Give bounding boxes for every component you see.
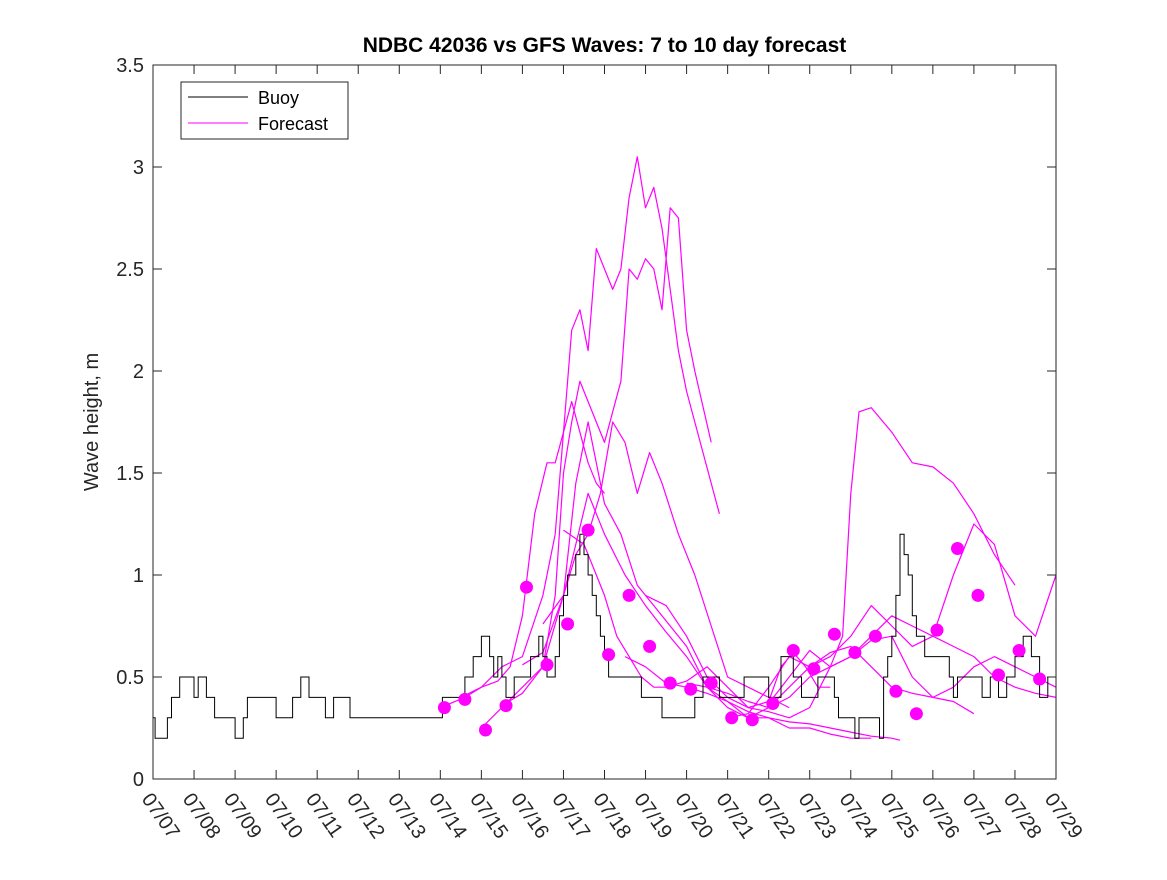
legend-box bbox=[180, 81, 349, 140]
y-tick-label: 1 bbox=[133, 565, 144, 587]
forecast-marker bbox=[602, 648, 616, 662]
forecast-series-line bbox=[460, 156, 720, 698]
y-tick-label: 1.5 bbox=[116, 463, 144, 485]
forecast-marker bbox=[951, 542, 964, 555]
legend: Buoy Forecast bbox=[180, 81, 349, 140]
forecast-marker bbox=[1012, 644, 1026, 657]
marker-layer bbox=[437, 523, 1047, 737]
forecast-series-line bbox=[768, 635, 1057, 704]
forecast-marker bbox=[520, 580, 533, 594]
forecast-marker bbox=[909, 707, 923, 721]
forecast-marker bbox=[889, 684, 903, 698]
forecast-marker bbox=[848, 646, 862, 659]
forecast-marker bbox=[622, 588, 636, 602]
forecast-marker bbox=[643, 639, 657, 653]
forecast-marker bbox=[786, 644, 800, 657]
forecast-marker bbox=[581, 523, 595, 537]
forecast-marker bbox=[437, 701, 451, 715]
forecast-marker bbox=[663, 676, 677, 690]
forecast-series-line bbox=[440, 401, 605, 709]
y-tick-label: 3 bbox=[133, 157, 144, 179]
forecast-marker bbox=[725, 711, 739, 725]
y-tick-label: 3.5 bbox=[116, 55, 144, 77]
forecast-marker bbox=[868, 629, 882, 643]
forecast-marker bbox=[1033, 672, 1047, 686]
y-tick-label: 2 bbox=[133, 361, 144, 383]
forecast-marker bbox=[458, 692, 472, 706]
y-axis-label: Wave height, m bbox=[81, 353, 103, 491]
forecast-marker bbox=[499, 699, 513, 713]
forecast-marker bbox=[827, 627, 841, 641]
y-tick-label: 0 bbox=[133, 769, 144, 791]
y-tick-label: 2.5 bbox=[116, 259, 144, 281]
forecast-marker bbox=[479, 723, 492, 737]
forecast-marker bbox=[766, 697, 780, 710]
legend-label-buoy: Buoy bbox=[258, 88, 299, 108]
plot-area bbox=[153, 65, 1056, 779]
legend-label-forecast: Forecast bbox=[258, 114, 328, 134]
chart-title: NDBC 42036 vs GFS Waves: 7 to 10 day for… bbox=[363, 34, 847, 57]
forecast-marker bbox=[992, 668, 1005, 682]
buoy-line bbox=[153, 533, 1056, 739]
forecast-marker bbox=[971, 588, 985, 602]
forecast-marker bbox=[561, 617, 575, 631]
forecast-marker bbox=[930, 623, 944, 637]
forecast-series-line bbox=[542, 492, 901, 741]
forecast-series-line bbox=[727, 523, 1057, 719]
forecast-series-line bbox=[480, 207, 712, 729]
y-tick-label: 0.5 bbox=[116, 667, 144, 689]
forecast-marker bbox=[745, 713, 759, 727]
forecast-marker bbox=[807, 662, 821, 676]
forecast-marker bbox=[704, 676, 718, 690]
forecast-marker bbox=[684, 682, 698, 696]
forecast-marker bbox=[540, 658, 554, 672]
forecast-series-line bbox=[522, 421, 872, 739]
buoy-layer bbox=[153, 533, 1056, 739]
